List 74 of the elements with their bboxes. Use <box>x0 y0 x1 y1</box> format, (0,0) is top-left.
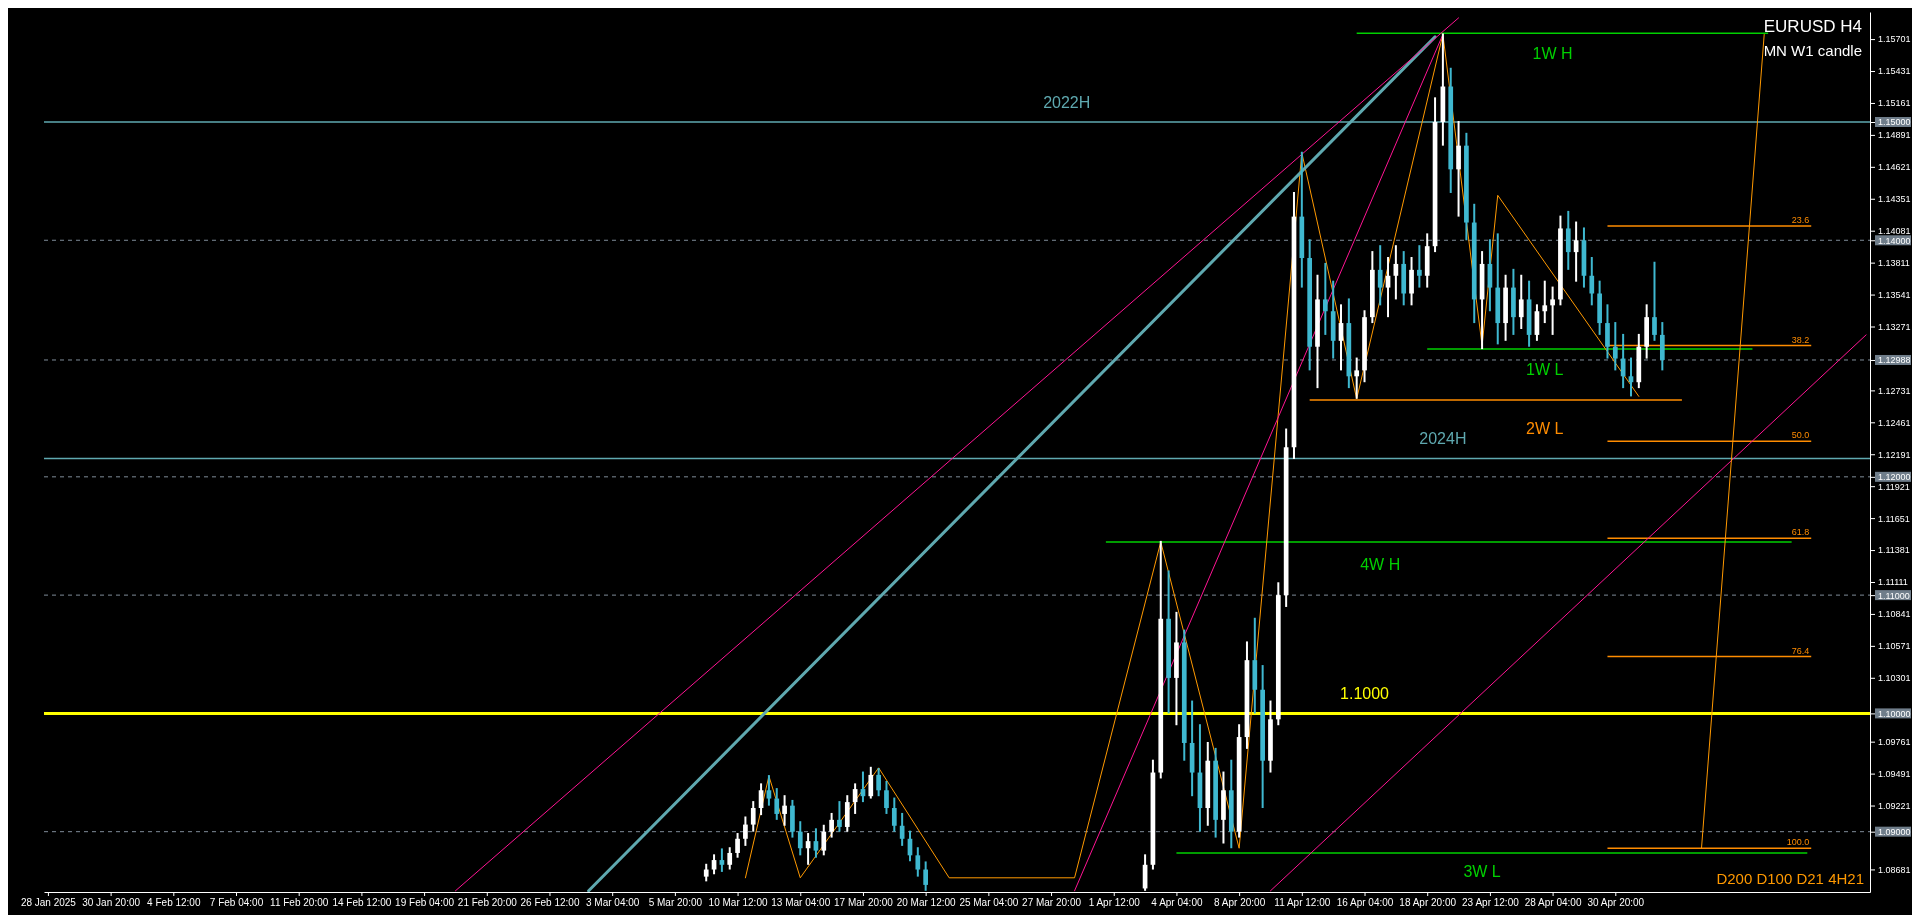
y-tick-label: 1.09491 <box>1878 768 1911 779</box>
x-tick-label: 30 Apr 20:00 <box>1587 897 1645 909</box>
y-tick-label: 1.14621 <box>1878 162 1911 173</box>
x-tick-label: 25 Mar 04:00 <box>959 897 1019 909</box>
x-tick-label: 26 Feb 12:00 <box>520 897 580 909</box>
y-tick-label: 1.11651 <box>1878 513 1910 524</box>
y-tick-label: 1.11111 <box>1878 577 1908 588</box>
y-tick-label: 1.12191 <box>1878 449 1911 460</box>
annotation: 100.0 <box>1786 837 1810 848</box>
ref-line-label: 1.1000 <box>1340 685 1390 703</box>
x-tick-label: 20 Mar 12:00 <box>896 897 957 909</box>
y-tick-label: 1.11381 <box>1878 545 1910 556</box>
ref-line-label: 3W L <box>1463 862 1501 880</box>
x-tick-label: 30 Jan 20:00 <box>82 897 141 909</box>
x-tick-label: 4 Apr 04:00 <box>1151 897 1203 909</box>
y-tick-label: 1.15000 <box>1878 117 1911 128</box>
x-tick-label: 5 Mar 20:00 <box>648 897 703 909</box>
x-tick-label: 11 Feb 20:00 <box>270 897 329 909</box>
ref-line-label: 2W L <box>1526 419 1564 437</box>
x-tick-label: 19 Feb 04:00 <box>395 897 455 909</box>
x-tick-label: 27 Mar 20:00 <box>1022 897 1082 909</box>
y-tick-label: 1.12461 <box>1878 417 1911 428</box>
y-tick-label: 1.13811 <box>1878 258 1910 269</box>
x-tick-label: 21 Feb 20:00 <box>457 897 518 909</box>
ref-line-label: 2024H <box>1419 430 1467 448</box>
x-tick-label: 17 Mar 20:00 <box>833 897 894 909</box>
x-tick-label: 28 Jan 2025 <box>20 897 77 909</box>
annotation: 76.4 <box>1791 645 1810 656</box>
annotation: 50.0 <box>1791 430 1810 441</box>
x-tick-label: 14 Feb 12:00 <box>332 897 392 909</box>
x-tick-label: 1 Apr 12:00 <box>1088 897 1141 909</box>
y-tick-label: 1.15161 <box>1878 98 1911 109</box>
y-tick-label: 1.13541 <box>1878 289 1911 300</box>
y-tick-label: 1.10301 <box>1878 673 1911 684</box>
text: MN W1 candle <box>1763 42 1862 59</box>
y-tick-label: 1.11921 <box>1878 481 1910 492</box>
ref-line-label: 1W L <box>1526 361 1564 379</box>
y-tick-label: 1.14081 <box>1878 226 1911 237</box>
x-tick-label: 8 Apr 20:00 <box>1214 897 1266 909</box>
x-tick-label: 28 Apr 04:00 <box>1524 897 1582 909</box>
annotation: 38.2 <box>1791 334 1810 345</box>
y-tick-label: 1.10841 <box>1878 609 1911 620</box>
y-tick-label: 1.12000 <box>1878 472 1911 483</box>
x-tick-label: 4 Feb 12:00 <box>147 897 201 909</box>
x-tick-label: 23 Apr 12:00 <box>1462 897 1520 909</box>
annotation: 61.8 <box>1791 527 1810 538</box>
y-tick-label: 1.08681 <box>1878 864 1911 875</box>
y-tick-label: 1.09761 <box>1878 737 1911 748</box>
y-tick-label: 1.10571 <box>1878 641 1911 652</box>
x-tick-label: 7 Feb 04:00 <box>209 897 264 909</box>
x-tick-label: 13 Mar 04:00 <box>771 897 831 909</box>
x-tick-label: 16 Apr 04:00 <box>1336 897 1394 909</box>
x-tick-label: 10 Mar 12:00 <box>708 897 768 909</box>
x-tick-label: 18 Apr 20:00 <box>1399 897 1457 909</box>
y-tick-label: 1.13271 <box>1878 321 1911 332</box>
y-tick-label: 1.15701 <box>1878 34 1911 45</box>
y-tick-label: 1.09000 <box>1878 827 1911 838</box>
annotation: 23.6 <box>1791 215 1810 226</box>
y-tick-label: 1.14000 <box>1878 235 1911 246</box>
y-tick-label: 1.14891 <box>1878 130 1911 141</box>
y-tick-label: 1.11000 <box>1878 590 1910 601</box>
y-tick-label: 1.10000 <box>1878 708 1911 719</box>
y-tick-label: 1.14351 <box>1878 194 1911 205</box>
annotation: D200 D100 D21 4H21 <box>1716 870 1864 887</box>
ref-line-label: 1W H <box>1532 45 1573 63</box>
y-tick-label: 1.12731 <box>1878 385 1911 396</box>
x-tick-label: 3 Mar 04:00 <box>585 897 640 909</box>
y-tick-label: 1.15431 <box>1878 66 1911 77</box>
y-tick-label: 1.12988 <box>1878 355 1911 366</box>
ref-line-label: 4W H <box>1360 555 1401 573</box>
x-tick-label: 11 Apr 12:00 <box>1274 897 1331 909</box>
chart-title: EURUSD H4 <box>1763 17 1862 36</box>
y-tick-label: 1.09221 <box>1878 800 1911 811</box>
ref-line-label: 2022H <box>1043 94 1091 111</box>
